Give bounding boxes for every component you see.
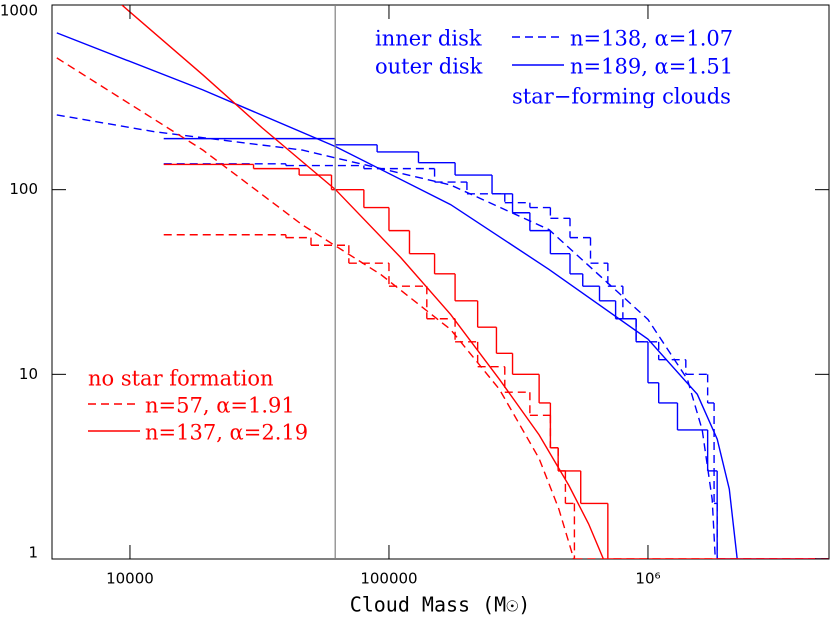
y-tick-label: 10 <box>19 365 38 383</box>
annotation: no star formation <box>88 367 274 391</box>
legend-entry: n=137, α=2.19 <box>145 421 308 445</box>
y-tick-label: 100 <box>9 180 38 198</box>
fit-line <box>56 32 738 559</box>
plot-area <box>56 5 829 559</box>
fit-line <box>56 57 575 559</box>
x-tick-label: 100000 <box>360 570 417 588</box>
legend-label: outer disk <box>375 55 483 79</box>
legend-label: inner disk <box>375 27 482 51</box>
legend-entry: n=57, α=1.91 <box>145 394 295 418</box>
legend-entry: n=189, α=1.51 <box>570 55 733 79</box>
annotation: star−forming clouds <box>512 85 731 109</box>
y-tick-label: 1000 <box>0 2 38 20</box>
x-axis-title: Cloud Mass (M☉) <box>350 593 531 617</box>
x-tick-label: 10000 <box>106 570 154 588</box>
y-tick-label: 1 <box>28 544 38 562</box>
fit-line <box>121 5 605 559</box>
plot-frame <box>51 4 830 560</box>
legend-entry: n=138, α=1.07 <box>570 27 733 51</box>
x-tick-label: 10⁶ <box>635 570 660 588</box>
fit-line <box>56 114 716 559</box>
